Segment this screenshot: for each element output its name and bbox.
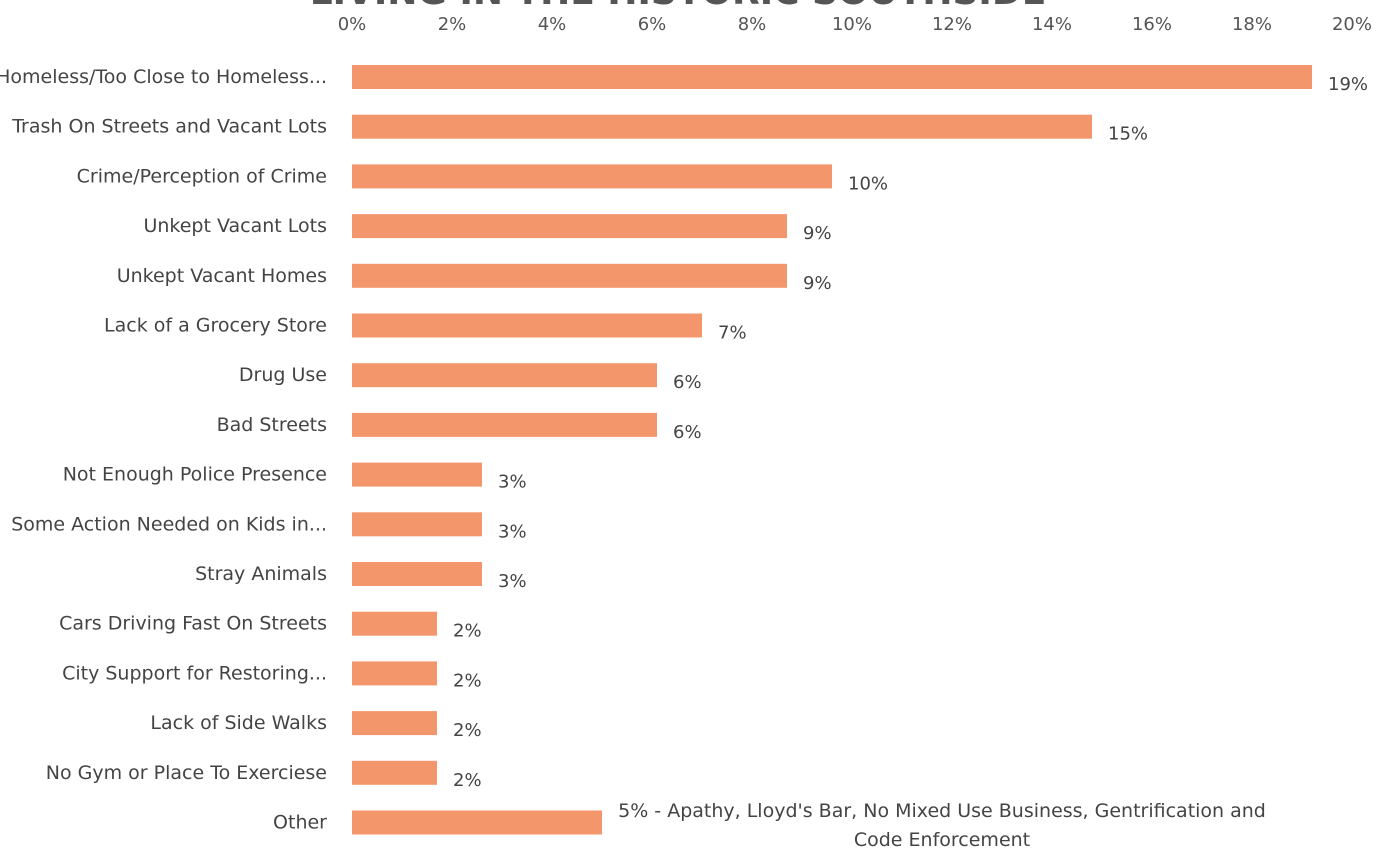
data-label: 15% — [1108, 124, 1148, 145]
data-label: 2% — [453, 670, 482, 691]
x-tick-label: 20% — [1332, 14, 1372, 35]
x-tick-label: 18% — [1232, 14, 1272, 35]
data-label: 9% — [803, 223, 832, 244]
data-label: 6% — [673, 422, 702, 443]
bar — [352, 114, 1092, 139]
data-label: 2% — [453, 770, 482, 791]
data-label: 3% — [498, 521, 527, 542]
bar — [352, 711, 437, 736]
chart-title: LIVING IN THE HISTORIC SOUTHSIDE — [310, 0, 1047, 13]
data-label: 2% — [453, 621, 482, 642]
x-tick-label: 4% — [538, 14, 567, 35]
bar — [352, 611, 437, 636]
x-tick-label: 14% — [1032, 14, 1072, 35]
bar — [352, 363, 657, 388]
data-labels: 19% 15% 10% 9% 9% 7% 6% 6% 3% 3% 3% 2% 2% 2% 2% — [453, 74, 1368, 791]
category-label: Unkept Vacant Lots — [143, 215, 327, 237]
x-tick-label: 12% — [932, 14, 972, 35]
bars-group — [352, 65, 1312, 835]
annotation-line-1: 5% - Apathy, Lloyd's Bar, No Mixed Use B… — [618, 800, 1266, 822]
category-label: Lack of Side Walks — [150, 712, 327, 734]
category-label: Cars Driving Fast On Streets — [59, 613, 327, 635]
category-label: Homeless/Too Close to Homeless... — [0, 66, 327, 88]
bar — [352, 65, 1312, 89]
bar — [352, 313, 702, 338]
data-label: 10% — [848, 173, 888, 194]
bar — [352, 164, 832, 189]
bar — [352, 412, 657, 437]
annotation-line-2: Code Enforcement — [854, 829, 1030, 848]
data-label: 3% — [498, 472, 527, 493]
category-label: City Support for Restoring... — [62, 662, 327, 684]
category-label: Lack of a Grocery Store — [104, 315, 327, 337]
category-label: Stray Animals — [195, 563, 327, 585]
x-axis-ticks: 0% 2% 4% 6% 8% 10% 12% 14% 16% 18% 20% — [338, 14, 1372, 35]
data-label: 9% — [803, 273, 832, 294]
x-tick-label: 2% — [438, 14, 467, 35]
x-tick-label: 8% — [738, 14, 767, 35]
category-label: Unkept Vacant Homes — [117, 265, 327, 287]
data-label: 19% — [1328, 74, 1368, 95]
category-label: Some Action Needed on Kids in... — [11, 513, 327, 535]
data-label: 3% — [498, 571, 527, 592]
category-label: Crime/Perception of Crime — [77, 165, 327, 187]
category-label: No Gym or Place To Exerciese — [46, 762, 327, 784]
bar — [352, 760, 437, 785]
x-tick-label: 16% — [1132, 14, 1172, 35]
bar — [352, 214, 787, 239]
other-annotation: 5% - Apathy, Lloyd's Bar, No Mixed Use B… — [618, 800, 1266, 848]
data-label: 6% — [673, 372, 702, 393]
x-tick-label: 10% — [832, 14, 872, 35]
bar — [352, 512, 482, 537]
x-tick-label: 0% — [338, 14, 367, 35]
category-label: Drug Use — [239, 364, 327, 386]
category-label: Other — [273, 812, 327, 834]
data-label: 2% — [453, 720, 482, 741]
category-label: Bad Streets — [217, 414, 327, 436]
x-tick-label: 6% — [638, 14, 667, 35]
bar — [352, 462, 482, 487]
category-label: Trash On Streets and Vacant Lots — [11, 116, 327, 138]
data-label: 7% — [718, 323, 747, 344]
bar — [352, 661, 437, 686]
category-label: Not Enough Police Presence — [63, 464, 327, 486]
bar — [352, 810, 602, 835]
category-labels: Homeless/Too Close to Homeless... Trash O… — [0, 66, 327, 834]
bar — [352, 263, 787, 288]
bar — [352, 562, 482, 586]
